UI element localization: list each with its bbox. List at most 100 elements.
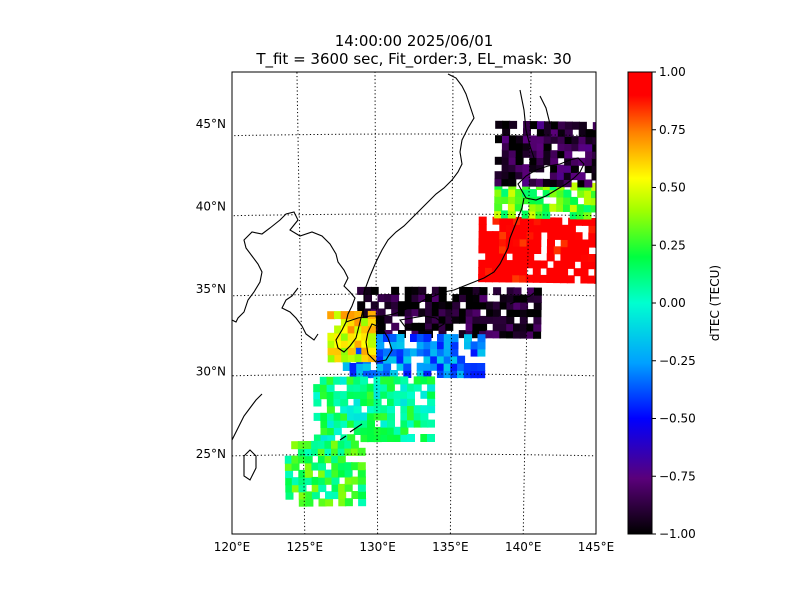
dtec-pixel — [578, 129, 587, 137]
dtec-pixel — [326, 405, 335, 414]
dtec-pixel — [427, 390, 436, 399]
meridian-line — [374, 72, 379, 534]
dtec-pixel — [326, 376, 335, 385]
dtec-pixel — [526, 245, 535, 254]
dtec-pixel — [588, 225, 596, 234]
dtec-pixel — [506, 308, 515, 317]
dtec-pixel — [567, 260, 576, 269]
dtec-pixel — [532, 260, 541, 269]
dtec-pixel — [384, 301, 393, 310]
lon-tick-label: 125°E — [287, 540, 324, 554]
dtec-pixel — [354, 318, 363, 327]
dtec-pixel — [580, 275, 589, 284]
dtec-pixel — [340, 398, 349, 407]
dtec-pixel — [529, 164, 538, 173]
dtec-pixel — [413, 383, 422, 392]
dtec-pixel — [354, 339, 363, 348]
dtec-pixel — [464, 334, 472, 343]
dtec-pixel — [528, 203, 537, 212]
dtec-pixel — [536, 135, 545, 144]
dtec-pixel — [404, 322, 413, 331]
dtec-pixel — [505, 260, 514, 269]
dtec-pixel — [526, 260, 535, 269]
meridian-line — [522, 72, 532, 534]
dtec-pixel — [423, 362, 432, 371]
dtec-pixel — [327, 332, 336, 341]
dtec-pixel — [535, 196, 544, 205]
dtec-pixel — [567, 232, 576, 241]
dtec-pixel — [501, 142, 510, 151]
dtec-pixel — [431, 301, 440, 310]
dtec-pixel — [377, 315, 386, 324]
dtec-pixel — [356, 363, 365, 371]
coastline-japan-shikoku — [399, 315, 445, 331]
dtec-pixel — [391, 301, 400, 310]
dtec-pixel — [420, 376, 429, 385]
dtec-pixel — [319, 376, 328, 385]
dtec-pixel — [507, 203, 516, 212]
dtec-pixel — [380, 412, 389, 421]
dtec-pixel — [353, 412, 362, 421]
dtec-pixel — [519, 238, 528, 247]
dtec-pixel — [550, 157, 559, 166]
dtec-pixel — [391, 308, 400, 317]
dtec-pixel — [373, 398, 382, 407]
dtec-pixel — [334, 347, 343, 356]
dtec-pixel — [465, 301, 474, 310]
colorbar-ticks: 1.00 0.75 0.50 0.25 0.00 −0.25 −0.50 −0.75 −1.00 — [652, 65, 696, 541]
dtec-pixel — [512, 267, 521, 276]
dtec-pixel — [587, 275, 596, 284]
dtec-pixel — [297, 448, 306, 457]
dtec-pixel — [506, 216, 515, 225]
dtec-pixel — [370, 286, 379, 295]
dtec-pixel — [494, 196, 503, 204]
dtec-pixel — [368, 339, 376, 348]
dtec-pixel — [393, 434, 402, 442]
dtec-pixel — [592, 136, 596, 145]
dtec-pixel — [334, 311, 342, 320]
dtec-pixel — [363, 286, 372, 295]
dtec-pixel — [346, 376, 355, 385]
dtec-pixel — [556, 179, 565, 188]
dtec-pixel — [425, 315, 433, 324]
colorbar-tick-label: 0.25 — [659, 238, 686, 252]
dtec-pixel — [351, 491, 360, 499]
dtec-pixel — [396, 341, 405, 350]
dtec-pixel — [333, 398, 342, 407]
dtec-pixel — [533, 217, 542, 226]
dtec-pixel — [527, 287, 536, 296]
lon-tick-labels: 120°E 125°E 130°E 135°E 140°E 145°E — [214, 540, 615, 554]
dtec-pixel — [368, 332, 376, 341]
dtec-pixel — [418, 322, 427, 331]
dtec-pixel — [353, 405, 362, 414]
dtec-pixel — [304, 462, 313, 471]
dtec-pixel — [560, 239, 569, 248]
dtec-pixel — [499, 323, 508, 332]
dtec-pixel — [416, 348, 425, 357]
dtec-pixel — [368, 346, 377, 355]
dtec-pixel — [478, 259, 487, 268]
dtec-pixel — [595, 218, 596, 227]
dtec-pixel — [536, 157, 545, 166]
dtec-pixel — [416, 334, 425, 342]
dtec-pixel — [351, 447, 359, 456]
dtec-pixel — [529, 142, 538, 151]
dtec-pixel — [311, 484, 320, 493]
dtec-pixel — [373, 390, 382, 399]
coastline-japan-kyushu — [365, 323, 393, 363]
dtec-pixel — [546, 253, 555, 262]
dtec-pixel — [361, 325, 370, 334]
dtec-pixel — [465, 308, 474, 317]
dtec-pixel — [298, 484, 307, 493]
dtec-pixel — [508, 196, 517, 205]
dtec-pixel — [305, 477, 313, 485]
dtec-pixel — [542, 210, 551, 219]
dtec-pixel — [581, 246, 590, 255]
dtec-pixel — [550, 150, 559, 159]
dtec-pixel — [327, 420, 336, 428]
dtec-pixel — [284, 462, 293, 471]
dtec-pixel — [404, 294, 413, 302]
dtec-pixel — [438, 301, 447, 310]
dtec-pixel — [575, 217, 583, 226]
